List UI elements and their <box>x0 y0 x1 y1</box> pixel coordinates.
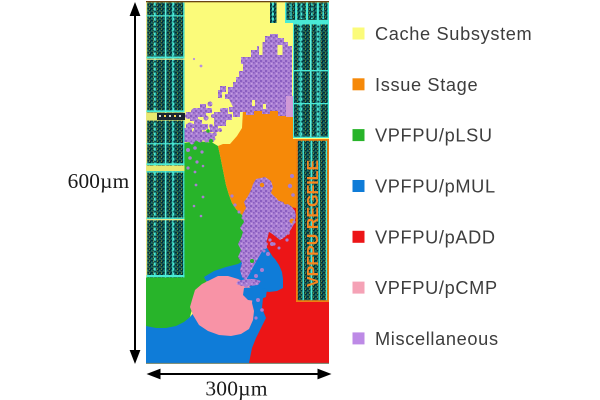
svg-text:VPFPU/pADD: VPFPU/pADD <box>375 227 496 247</box>
svg-text:Miscellaneous: Miscellaneous <box>375 329 499 349</box>
svg-text:Cache Subsystem: Cache Subsystem <box>375 24 532 44</box>
svg-text:VPFPU/pMUL: VPFPU/pMUL <box>375 177 496 197</box>
svg-text:Issue Stage: Issue Stage <box>375 75 478 95</box>
svg-text:600µm: 600µm <box>68 169 130 193</box>
svg-text:VPFPU/pLSU: VPFPU/pLSU <box>375 126 493 146</box>
svg-text:300µm: 300µm <box>205 377 267 400</box>
svg-text:VPFPU/pCMP: VPFPU/pCMP <box>375 278 498 298</box>
svg-text:VPFPU REGFILE: VPFPU REGFILE <box>305 160 322 287</box>
